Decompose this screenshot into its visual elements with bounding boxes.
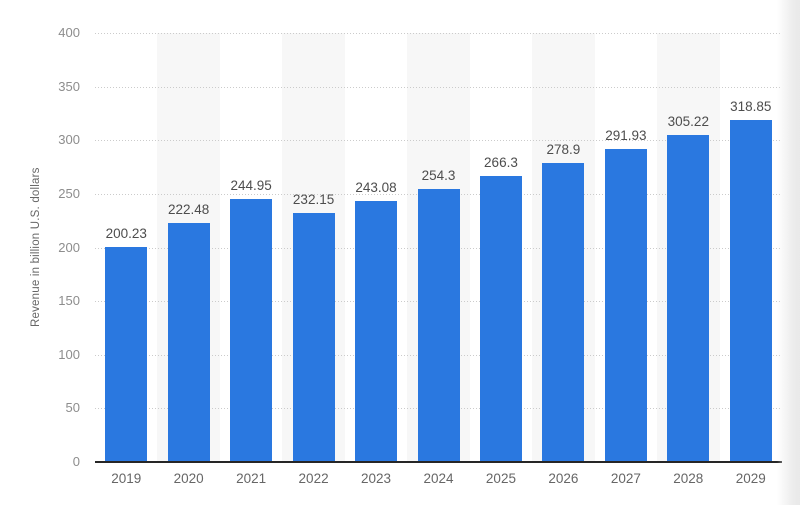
x-tick-label: 2020: [173, 471, 204, 486]
bar-value-label: 232.15: [292, 192, 335, 208]
bar[interactable]: [292, 213, 335, 462]
y-tick-label: 100: [58, 346, 80, 362]
x-axis-baseline: [95, 461, 782, 463]
x-tick-label: 2029: [735, 471, 766, 486]
gridline: [95, 86, 782, 88]
x-tick-label: 2019: [111, 471, 142, 486]
bar-value-label: 278.9: [546, 141, 581, 157]
y-tick-label: 50: [65, 400, 80, 416]
y-tick-label: 0: [72, 454, 80, 469]
y-tick-label: 400: [58, 25, 80, 40]
bar-value-label: 318.85: [730, 99, 772, 115]
x-tick-label: 2026: [548, 471, 579, 486]
bar[interactable]: [729, 120, 772, 462]
x-tick-label: 2023: [361, 471, 392, 486]
bar[interactable]: [542, 162, 585, 462]
x-tick-label: 2025: [485, 471, 516, 486]
bar-value-label: 266.3: [484, 155, 518, 171]
y-tick-label: 250: [58, 185, 80, 201]
x-tick-label: 2024: [423, 471, 454, 486]
bar[interactable]: [479, 176, 522, 462]
bar-value-label: 243.08: [355, 180, 397, 196]
bar-value-label: 244.95: [230, 178, 272, 194]
bar-value-label: 291.93: [605, 127, 647, 143]
x-tick-label: 2022: [298, 471, 329, 486]
gridline: [95, 33, 782, 34]
bar[interactable]: [667, 134, 710, 462]
bar[interactable]: [230, 199, 273, 462]
bar-value-label: 222.48: [168, 202, 210, 218]
gridline: [95, 140, 782, 142]
bar[interactable]: [167, 223, 210, 462]
x-tick-label: 2027: [610, 471, 641, 486]
y-tick-label: 150: [58, 293, 80, 309]
bar[interactable]: [105, 247, 148, 462]
bar[interactable]: [604, 148, 647, 462]
bar-value-label: 200.23: [105, 226, 147, 242]
x-tick-label: 2021: [236, 471, 267, 486]
y-tick-label: 200: [58, 239, 80, 255]
y-tick-label: 350: [58, 78, 80, 94]
bar[interactable]: [417, 189, 460, 462]
bar-value-label: 305.22: [667, 113, 709, 129]
y-tick-label: 300: [58, 132, 80, 148]
bar[interactable]: [355, 201, 398, 462]
x-tick-label: 2028: [673, 471, 704, 486]
bar-value-label: 254.3: [421, 168, 456, 184]
